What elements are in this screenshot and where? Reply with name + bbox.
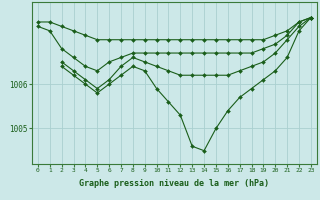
- X-axis label: Graphe pression niveau de la mer (hPa): Graphe pression niveau de la mer (hPa): [79, 179, 269, 188]
